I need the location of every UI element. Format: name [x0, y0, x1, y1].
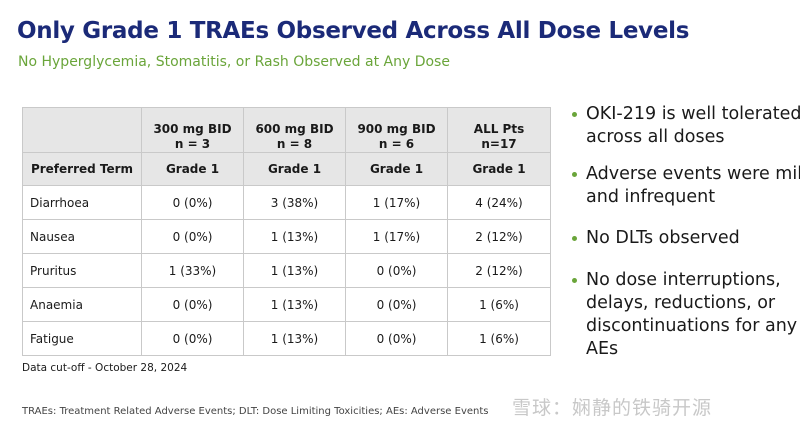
- value-cell: 0 (0%): [345, 321, 448, 356]
- value-cell: 0 (0%): [141, 287, 244, 322]
- value-cell: 2 (12%): [447, 253, 551, 288]
- bullet-dot-icon: [572, 278, 577, 283]
- table-row: Diarrhoea 0 (0%) 3 (38%) 1 (17%) 4 (24%): [22, 185, 551, 220]
- value-cell: 0 (0%): [345, 253, 448, 288]
- value-cell: 1 (17%): [345, 219, 448, 254]
- value-cell: 1 (6%): [447, 321, 551, 356]
- value-cell: 1 (17%): [345, 185, 448, 220]
- preferred-term-header: Preferred Term: [22, 152, 142, 186]
- bullet-item: No DLTs observed: [570, 227, 800, 250]
- table-row: Anaemia 0 (0%) 1 (13%) 0 (0%) 1 (6%): [22, 287, 551, 322]
- bullet-item: Adverse events were mild and infrequent: [570, 163, 800, 209]
- term-cell: Anaemia: [22, 287, 142, 322]
- data-cutoff-note: Data cut-off - October 28, 2024: [22, 362, 188, 374]
- value-cell: 4 (24%): [447, 185, 551, 220]
- value-cell: 3 (38%): [243, 185, 346, 220]
- value-cell: 1 (6%): [447, 287, 551, 322]
- grade-header: Grade 1: [243, 152, 346, 186]
- value-cell: 0 (0%): [141, 321, 244, 356]
- watermark: 雪球：娴静的铁骑开源: [512, 397, 713, 419]
- value-cell: 1 (13%): [243, 321, 346, 356]
- value-cell: 0 (0%): [141, 219, 244, 254]
- value-cell: 1 (13%): [243, 287, 346, 322]
- dose-header-900: 900 mg BID n = 6: [345, 107, 448, 153]
- dose-header-all: ALL Pts n=17: [447, 107, 551, 153]
- dose-header-300: 300 mg BID n = 3: [141, 107, 244, 153]
- adverse-events-table: 300 mg BID n = 3 600 mg BID n = 8 900 mg B…: [22, 107, 551, 356]
- grade-header: Grade 1: [141, 152, 244, 186]
- term-cell: Nausea: [22, 219, 142, 254]
- value-cell: 2 (12%): [447, 219, 551, 254]
- grade-header: Grade 1: [345, 152, 448, 186]
- slide-subtitle: No Hyperglycemia, Stomatitis, or Rash Ob…: [18, 54, 450, 70]
- grade-header: Grade 1: [447, 152, 551, 186]
- bullet-dot-icon: [572, 236, 577, 241]
- bullet-item: No dose interruptions, delays, reduction…: [570, 269, 800, 361]
- value-cell: 0 (0%): [345, 287, 448, 322]
- value-cell: 1 (33%): [141, 253, 244, 288]
- slide-title: Only Grade 1 TRAEs Observed Across All D…: [17, 18, 690, 44]
- table-dose-header-row: 300 mg BID n = 3 600 mg BID n = 8 900 mg B…: [22, 107, 551, 153]
- table-row: Fatigue 0 (0%) 1 (13%) 0 (0%) 1 (6%): [22, 321, 551, 356]
- term-cell: Diarrhoea: [22, 185, 142, 220]
- table-corner-cell: [22, 107, 142, 153]
- bullet-dot-icon: [572, 112, 577, 117]
- value-cell: 1 (13%): [243, 253, 346, 288]
- term-cell: Fatigue: [22, 321, 142, 356]
- table-row: Pruritus 1 (33%) 1 (13%) 0 (0%) 2 (12%): [22, 253, 551, 288]
- dose-header-600: 600 mg BID n = 8: [243, 107, 346, 153]
- value-cell: 0 (0%): [141, 185, 244, 220]
- bullet-item: OKI-219 is well tolerated across all dos…: [570, 103, 800, 149]
- table-row: Nausea 0 (0%) 1 (13%) 1 (17%) 2 (12%): [22, 219, 551, 254]
- term-cell: Pruritus: [22, 253, 142, 288]
- bullet-dot-icon: [572, 172, 577, 177]
- key-points-list: OKI-219 is well tolerated across all dos…: [570, 103, 800, 361]
- table-grade-header-row: Preferred Term Grade 1 Grade 1 Grade 1 G…: [22, 152, 551, 186]
- value-cell: 1 (13%): [243, 219, 346, 254]
- abbreviations-footnote: TRAEs: Treatment Related Adverse Events;…: [22, 406, 489, 417]
